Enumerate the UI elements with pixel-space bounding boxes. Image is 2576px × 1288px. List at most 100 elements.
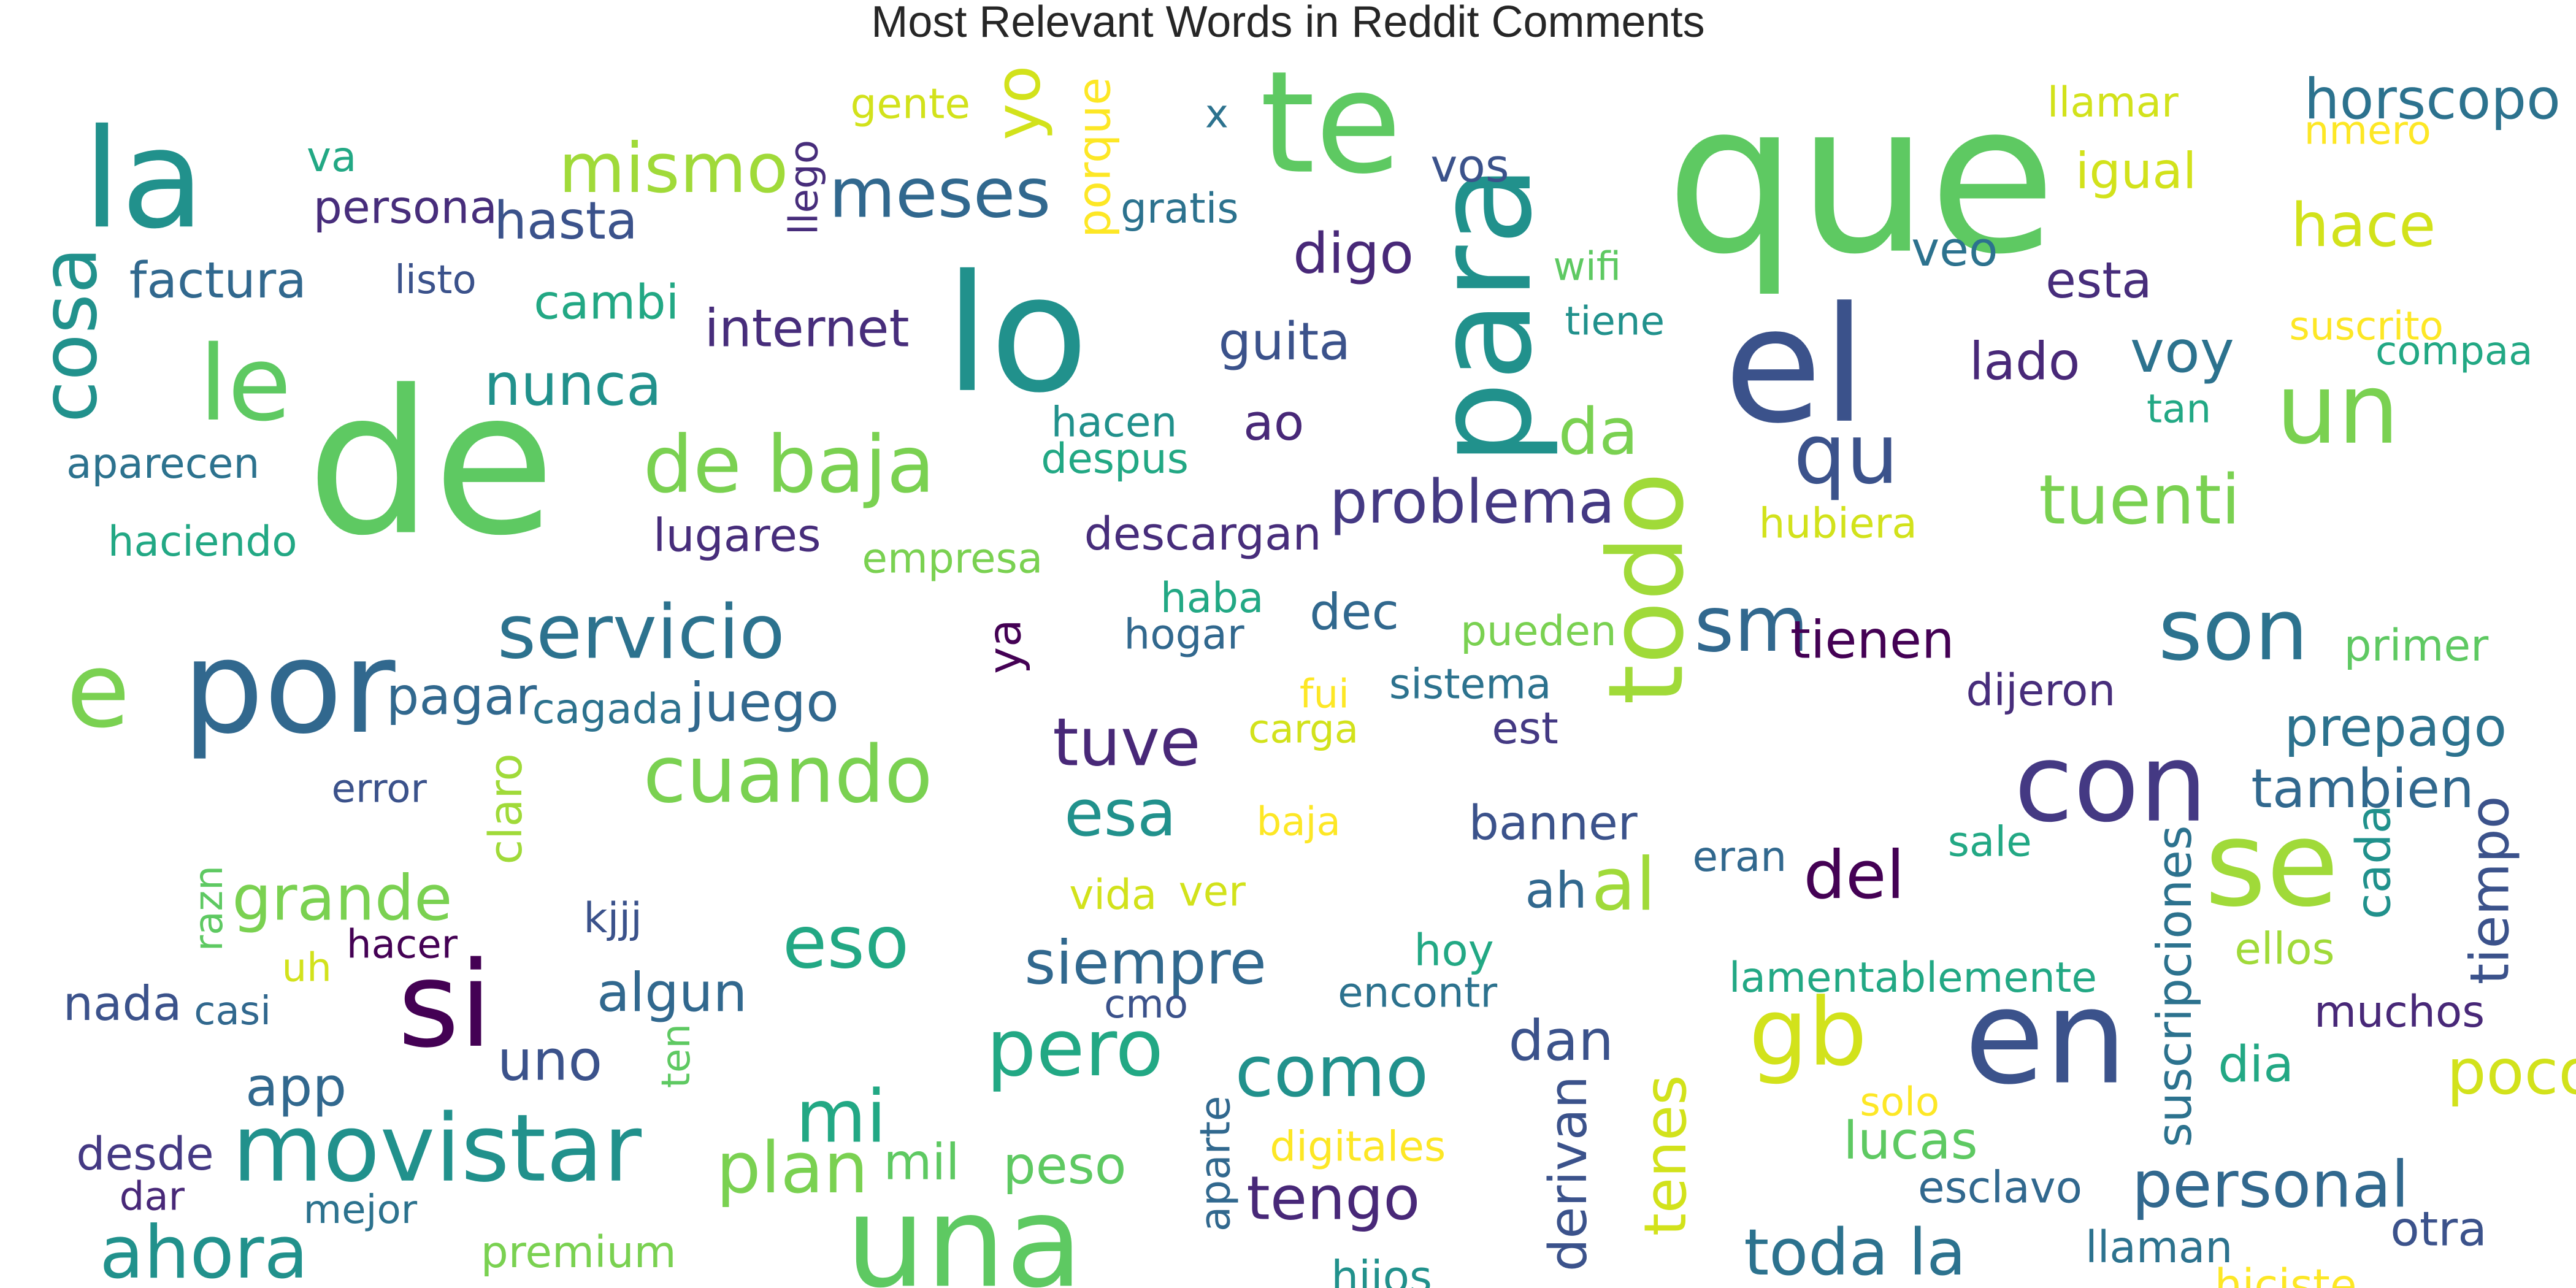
word-cambi: cambi xyxy=(534,275,679,331)
word-siempre: siempre xyxy=(1024,929,1267,999)
word-gratis: gratis xyxy=(1121,184,1239,232)
word-para: para xyxy=(1406,164,1561,466)
word-plan: plan xyxy=(716,1127,868,1209)
word-ya: ya xyxy=(978,619,1031,674)
word-llaman: llaman xyxy=(2085,1222,2233,1273)
word-hacer: hacer xyxy=(347,922,458,968)
word-nmero: nmero xyxy=(2304,108,2431,154)
word-yo: yo xyxy=(982,66,1054,140)
word-digo: digo xyxy=(1293,221,1414,286)
word-como: como xyxy=(1235,1031,1429,1113)
word-juego: juego xyxy=(688,672,839,734)
word-voy: voy xyxy=(2130,318,2234,386)
word-x: x xyxy=(1205,91,1229,137)
word-hace: hace xyxy=(2291,191,2436,261)
word-baja: baja xyxy=(1257,799,1341,845)
word-cosa: cosa xyxy=(25,247,114,423)
word-esclavo: esclavo xyxy=(1918,1162,2082,1213)
word-vida: vida xyxy=(1069,870,1157,919)
word-kjjj: kjjj xyxy=(583,894,642,942)
word-tienen: tienen xyxy=(1790,610,1955,670)
word-servicio: servicio xyxy=(497,589,785,676)
word-desde: desde xyxy=(76,1127,213,1181)
word-gente: gente xyxy=(851,80,970,128)
word-de-baja: de baja xyxy=(643,420,935,511)
word-cmo: cmo xyxy=(1104,981,1188,1027)
word-son: son xyxy=(2158,580,2309,680)
word-pagar: pagar xyxy=(386,667,537,727)
word-hacen: hacen xyxy=(1051,398,1178,447)
word-qu: qu xyxy=(1793,406,1898,502)
word-en: en xyxy=(1965,962,2128,1114)
word-banner: banner xyxy=(1469,795,1638,851)
word-hasta: hasta xyxy=(494,191,637,251)
word-lamentablemente: lamentablemente xyxy=(1729,953,2097,1002)
word-encontr: encontr xyxy=(1338,968,1497,1016)
word-lo: lo xyxy=(945,240,1089,429)
word-dec: dec xyxy=(1309,583,1399,641)
word-nunca: nunca xyxy=(484,351,662,419)
word-error: error xyxy=(332,766,427,812)
word-cagada: cagada xyxy=(532,684,684,733)
word-llego: llego xyxy=(781,140,827,235)
word-claro: claro xyxy=(479,753,532,864)
word-esta: esta xyxy=(2045,252,2152,310)
word-descargan: descargan xyxy=(1084,507,1322,561)
word-lugares: lugares xyxy=(653,509,821,562)
word-guita: guita xyxy=(1219,312,1351,372)
word-hiciste: hiciste xyxy=(2215,1260,2357,1288)
word-le: le xyxy=(199,323,291,444)
word-toda-la: toda la xyxy=(1744,1215,1966,1288)
word-pueden: pueden xyxy=(1460,607,1617,655)
word-dar: dar xyxy=(120,1174,185,1220)
word-gb: gb xyxy=(1749,978,1867,1087)
word-tuenti: tuenti xyxy=(2039,461,2240,540)
word-haba: haba xyxy=(1160,573,1264,622)
word-pero: pero xyxy=(986,1003,1163,1094)
word-de: de xyxy=(307,348,555,580)
word-listo: listo xyxy=(394,257,477,303)
word-ah: ah xyxy=(1525,862,1587,919)
word-persona: persona xyxy=(313,181,497,234)
word-sale: sale xyxy=(1948,817,2032,865)
word-el: el xyxy=(1724,274,1866,459)
word-una: una xyxy=(845,1168,1083,1288)
word-tuve: tuve xyxy=(1052,705,1200,781)
word-dijeron: dijeron xyxy=(1966,665,2115,716)
word-por: por xyxy=(182,613,396,762)
word-veo: veo xyxy=(1911,222,1998,277)
word-vos: vos xyxy=(1430,139,1509,193)
word-va: va xyxy=(307,132,356,181)
word-dan: dan xyxy=(1509,1008,1614,1073)
word-ten: ten xyxy=(653,1024,699,1088)
word-despus: despus xyxy=(1041,434,1189,483)
word-lucas: lucas xyxy=(1843,1111,1977,1171)
word-hubiera: hubiera xyxy=(1759,499,1917,548)
word-tengo: tengo xyxy=(1246,1163,1420,1233)
word-movistar: movistar xyxy=(232,1094,642,1203)
word-muchos: muchos xyxy=(2314,986,2485,1037)
word-razn: razn xyxy=(186,865,232,951)
word-est: est xyxy=(1492,703,1558,754)
word-al: al xyxy=(1592,842,1656,927)
word-haciendo: haciendo xyxy=(108,517,297,565)
word-ver: ver xyxy=(1179,867,1246,916)
word-suscripciones: suscripciones xyxy=(2147,826,2202,1148)
word-poco: poco xyxy=(2447,1036,2576,1108)
word-uh: uh xyxy=(282,945,332,991)
word-horscopo: horscopo xyxy=(2304,66,2561,132)
word-casi: casi xyxy=(194,988,271,1034)
word-mejor: mejor xyxy=(304,1187,418,1233)
word-aparte: aparte xyxy=(1191,1095,1240,1232)
word-uno: uno xyxy=(497,1028,602,1094)
word-premium: premium xyxy=(481,1227,677,1278)
word-porque: porque xyxy=(1067,77,1121,238)
word-un: un xyxy=(2276,353,2399,466)
word-problema: problema xyxy=(1330,467,1616,537)
word-mi: mi xyxy=(795,1074,886,1159)
word-fui: fui xyxy=(1300,672,1349,718)
word-eran: eran xyxy=(1693,832,1787,881)
word-lado: lado xyxy=(1969,332,2080,392)
word-llamar: llamar xyxy=(2047,78,2179,126)
